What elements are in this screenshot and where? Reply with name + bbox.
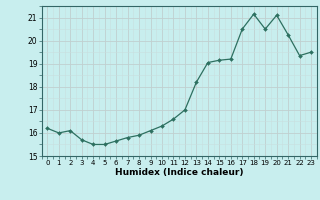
X-axis label: Humidex (Indice chaleur): Humidex (Indice chaleur) — [115, 168, 244, 177]
